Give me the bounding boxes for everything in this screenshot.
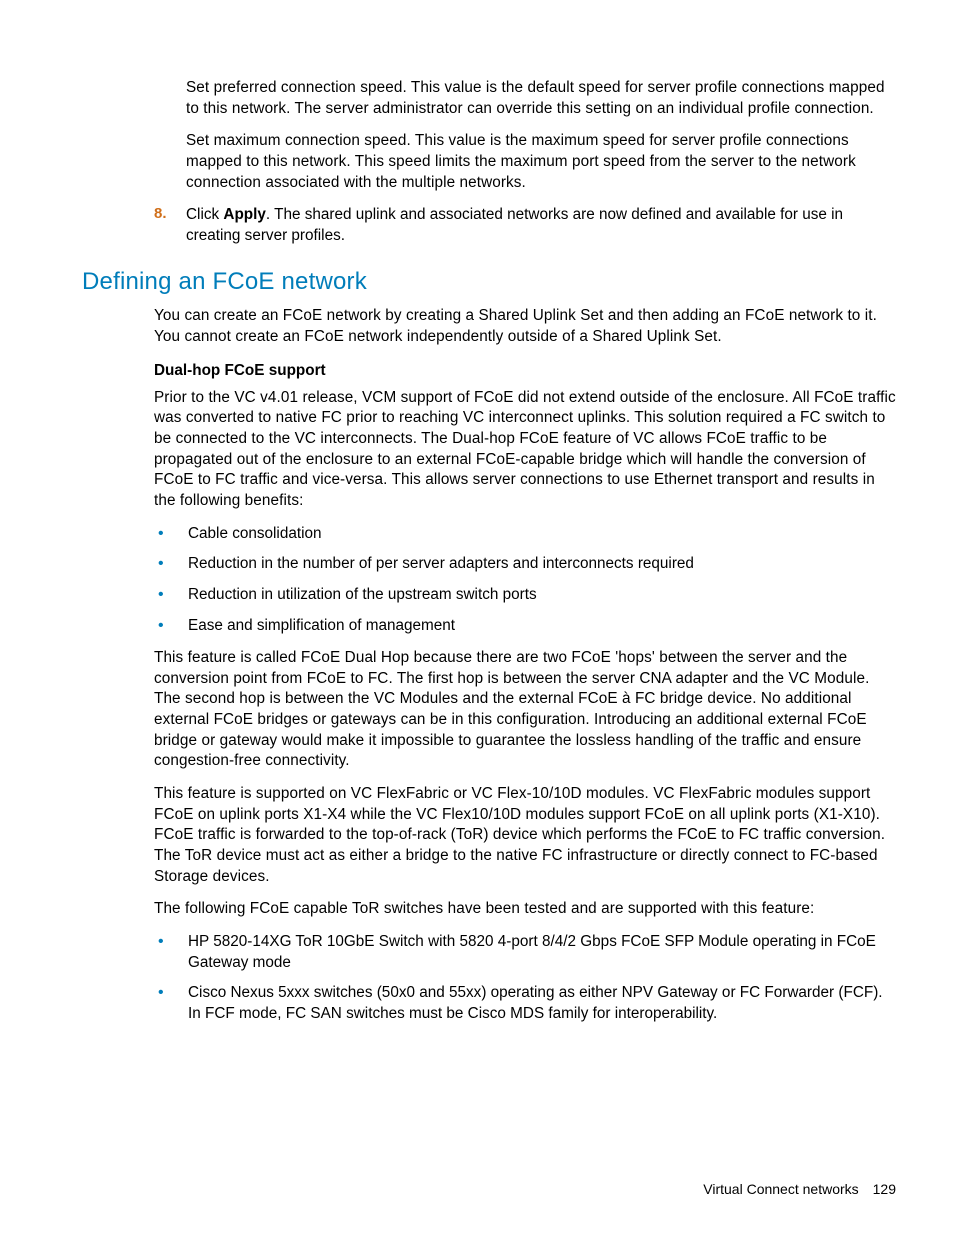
paragraph: Prior to the VC v4.01 release, VCM suppo… — [154, 388, 896, 512]
list-item: Cisco Nexus 5xxx switches (50x0 and 55xx… — [154, 983, 896, 1024]
paragraph: This feature is called FCoE Dual Hop bec… — [154, 648, 896, 772]
step-text: Click Apply. The shared uplink and assoc… — [186, 205, 896, 246]
step-number: 8. — [154, 205, 186, 246]
benefits-list: Cable consolidation Reduction in the num… — [154, 524, 896, 637]
paragraph: Set maximum connection speed. This value… — [186, 131, 896, 193]
page: Set preferred connection speed. This val… — [0, 0, 954, 1235]
page-footer: Virtual Connect networks 129 — [703, 1181, 896, 1197]
subheading: Dual-hop FCoE support — [154, 362, 896, 380]
list-item: Cable consolidation — [154, 524, 896, 545]
paragraph: Set preferred connection speed. This val… — [186, 78, 896, 119]
footer-label: Virtual Connect networks — [703, 1181, 858, 1197]
paragraph: This feature is supported on VC FlexFabr… — [154, 784, 896, 887]
apply-label: Apply — [223, 206, 266, 223]
paragraph: You can create an FCoE network by creati… — [154, 306, 896, 347]
switches-list: HP 5820-14XG ToR 10GbE Switch with 5820 … — [154, 932, 896, 1025]
text: Click — [186, 206, 223, 223]
page-number: 129 — [873, 1181, 896, 1197]
list-item: HP 5820-14XG ToR 10GbE Switch with 5820 … — [154, 932, 896, 973]
paragraph: The following FCoE capable ToR switches … — [154, 899, 896, 920]
list-item: Ease and simplification of management — [154, 616, 896, 637]
list-item: Reduction in the number of per server ad… — [154, 554, 896, 575]
section-heading: Defining an FCoE network — [82, 268, 896, 296]
list-item: Reduction in utilization of the upstream… — [154, 585, 896, 606]
step-8: 8. Click Apply. The shared uplink and as… — [154, 205, 896, 246]
text: . The shared uplink and associated netwo… — [186, 206, 843, 244]
